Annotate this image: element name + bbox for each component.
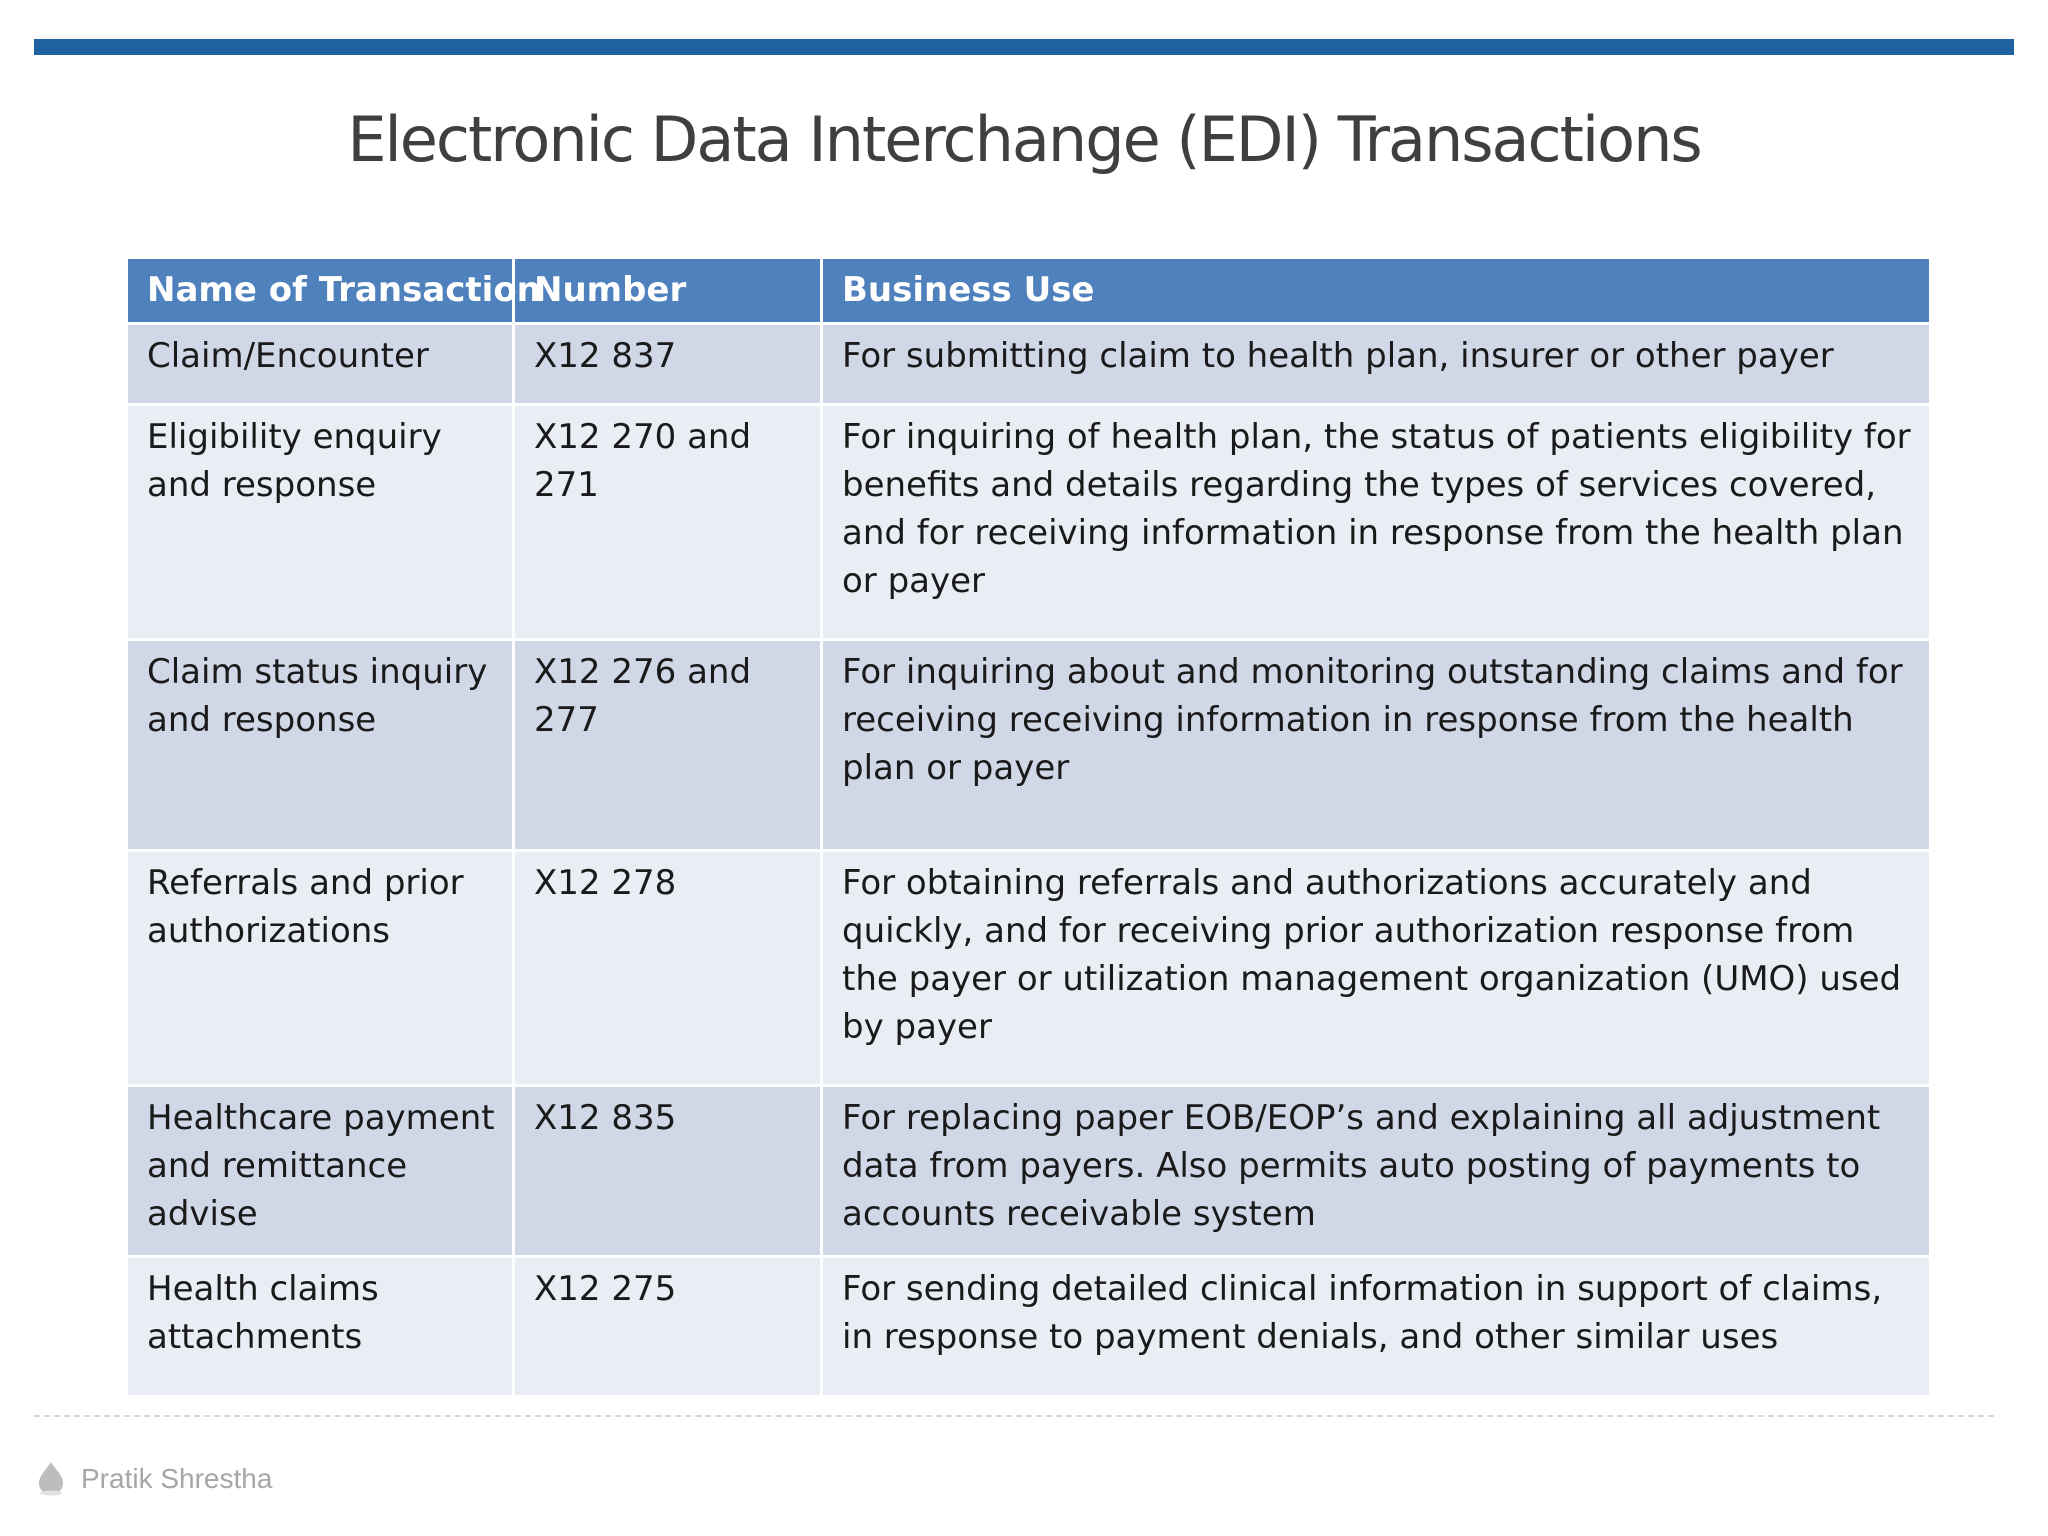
- header-number: Number: [512, 256, 823, 325]
- transaction-number-cell: X12 270 and 271: [512, 403, 823, 641]
- transaction-name-cell: Referrals and prior authorizations: [125, 849, 515, 1087]
- footer-author: Pratik Shrestha: [81, 1463, 273, 1494]
- transaction-name-cell: Eligibility enquiry and response: [125, 403, 515, 641]
- table-row: Referrals and prior authorizations X12 2…: [125, 849, 1932, 1087]
- transaction-number-cell: X12 835: [512, 1084, 823, 1258]
- transaction-number-cell: X12 275: [512, 1255, 823, 1398]
- transaction-name-cell: Claim status inquiry and response: [125, 638, 515, 852]
- business-use-cell: For inquiring about and monitoring outst…: [820, 638, 1932, 852]
- page-title: Electronic Data Interchange (EDI) Transa…: [347, 103, 1702, 176]
- table-row: Health claims attachments X12 275 For se…: [125, 1255, 1932, 1398]
- business-use-cell: For replacing paper EOB/EOP’s and explai…: [820, 1084, 1932, 1258]
- edi-transactions-table: Name of Transaction Number Business Use …: [125, 256, 1932, 1398]
- transaction-number-cell: X12 837: [512, 322, 823, 406]
- top-accent-bar: [34, 39, 2014, 55]
- business-use-cell: For sending detailed clinical informatio…: [820, 1255, 1932, 1398]
- table-row: Claim status inquiry and response X12 27…: [125, 638, 1932, 852]
- water-drop-icon: [39, 1462, 63, 1496]
- transaction-name-cell: Health claims attachments: [125, 1255, 515, 1398]
- header-name-of-transaction: Name of Transaction: [125, 256, 541, 325]
- header-business-use: Business Use: [820, 256, 1932, 325]
- footer-divider: [34, 1415, 1994, 1417]
- table-header-row: Name of Transaction Number Business Use: [125, 256, 1932, 325]
- business-use-cell: For submitting claim to health plan, ins…: [820, 322, 1932, 406]
- table-row: Eligibility enquiry and response X12 270…: [125, 403, 1932, 641]
- business-use-cell: For obtaining referrals and authorizatio…: [820, 849, 1932, 1087]
- transaction-name-cell: Claim/Encounter: [125, 322, 515, 406]
- transaction-number-cell: X12 278: [512, 849, 823, 1087]
- transaction-number-cell: X12 276 and 277: [512, 638, 823, 852]
- table-row: Claim/Encounter X12 837 For submitting c…: [125, 322, 1932, 406]
- table-row: Healthcare payment and remittance advise…: [125, 1084, 1932, 1258]
- transaction-name-cell: Healthcare payment and remittance advise: [125, 1084, 515, 1258]
- business-use-cell: For inquiring of health plan, the status…: [820, 403, 1932, 641]
